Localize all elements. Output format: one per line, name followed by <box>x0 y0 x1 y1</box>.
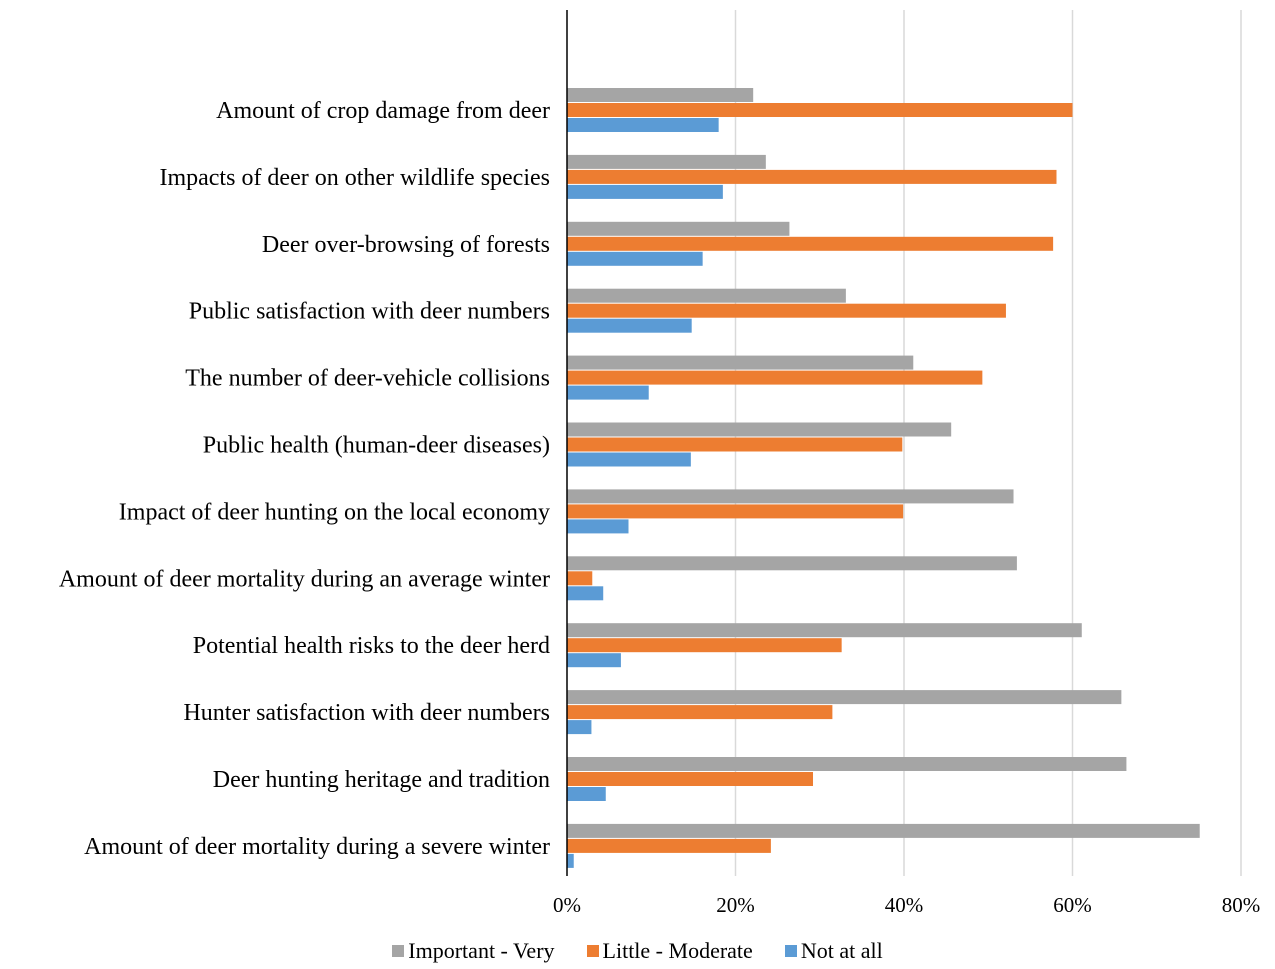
category-label-3: Public satisfaction with deer numbers <box>189 299 550 325</box>
legend-swatch-not-at-all <box>784 945 797 957</box>
x-tick-label-2: 40% <box>885 893 924 917</box>
bar-not-at-all-7 <box>567 586 604 601</box>
x-tick-label-0: 0% <box>553 893 581 917</box>
legend: Important - Very Little - Moderate Not a… <box>0 938 1275 964</box>
bar-not-at-all-5 <box>567 452 691 467</box>
bar-not-at-all-2 <box>567 251 703 266</box>
bar-little-moderate-0 <box>567 103 1073 117</box>
bar-chart: Amount of crop damage from deer Impacts o… <box>59 10 1261 917</box>
bar-little-moderate-10 <box>567 772 814 786</box>
bar-little-moderate-2 <box>567 236 1054 251</box>
bar-little-moderate-3 <box>567 303 1006 318</box>
category-label-5: Public health (human-deer diseases) <box>203 433 550 459</box>
bar-important-very-6 <box>567 489 1014 504</box>
bar-important-very-9 <box>567 690 1122 705</box>
bar-not-at-all-0 <box>567 118 719 132</box>
legend-item-not-at-all: Not at all <box>784 938 883 964</box>
bar-important-very-1 <box>567 154 766 169</box>
bar-not-at-all-10 <box>567 787 606 801</box>
bar-not-at-all-9 <box>567 720 592 735</box>
category-label-10: Deer hunting heritage and tradition <box>213 767 550 793</box>
legend-label-important: Important - Very <box>408 938 555 963</box>
bar-not-at-all-4 <box>567 385 649 400</box>
legend-item-important: Important - Very <box>392 938 555 964</box>
bar-little-moderate-4 <box>567 370 983 385</box>
x-tick-label-1: 20% <box>716 893 755 917</box>
legend-label-not-at-all: Not at all <box>800 938 883 963</box>
x-tick-label-4: 80% <box>1222 893 1261 917</box>
category-label-4: The number of deer-vehicle collisions <box>185 366 550 392</box>
category-label-7: Amount of deer mortality during an avera… <box>59 566 550 592</box>
bar-important-very-0 <box>567 88 754 102</box>
bar-important-very-7 <box>567 556 1017 571</box>
bar-little-moderate-9 <box>567 705 833 720</box>
bar-important-very-2 <box>567 221 790 236</box>
category-label-0: Amount of crop damage from deer <box>216 98 550 124</box>
bar-little-moderate-5 <box>567 437 903 452</box>
bar-little-moderate-1 <box>567 169 1057 184</box>
category-label-11: Amount of deer mortality during a severe… <box>84 834 550 860</box>
bar-little-moderate-7 <box>567 571 593 586</box>
legend-swatch-little <box>586 945 599 957</box>
bar-not-at-all-6 <box>567 519 629 534</box>
legend-item-little: Little - Moderate <box>586 938 753 964</box>
category-label-1: Impacts of deer on other wildlife specie… <box>159 165 550 191</box>
category-label-2: Deer over-browsing of forests <box>262 232 550 258</box>
bar-not-at-all-8 <box>567 653 621 668</box>
category-label-8: Potential health risks to the deer herd <box>193 633 550 659</box>
legend-swatch-important <box>392 945 405 957</box>
bar-not-at-all-1 <box>567 184 723 199</box>
bar-not-at-all-3 <box>567 318 692 333</box>
bar-important-very-5 <box>567 422 952 437</box>
bar-important-very-11 <box>567 823 1200 838</box>
bar-little-moderate-6 <box>567 504 904 519</box>
bar-important-very-8 <box>567 623 1082 638</box>
x-tick-label-3: 60% <box>1053 893 1092 917</box>
bar-not-at-all-11 <box>567 853 574 868</box>
bar-little-moderate-8 <box>567 638 842 653</box>
bar-important-very-10 <box>567 757 1127 771</box>
bar-little-moderate-11 <box>567 838 771 853</box>
legend-label-little: Little - Moderate <box>602 938 753 963</box>
bar-important-very-4 <box>567 355 914 370</box>
bar-important-very-3 <box>567 288 846 303</box>
category-label-9: Hunter satisfaction with deer numbers <box>183 700 550 726</box>
category-label-6: Impact of deer hunting on the local econ… <box>119 499 550 525</box>
